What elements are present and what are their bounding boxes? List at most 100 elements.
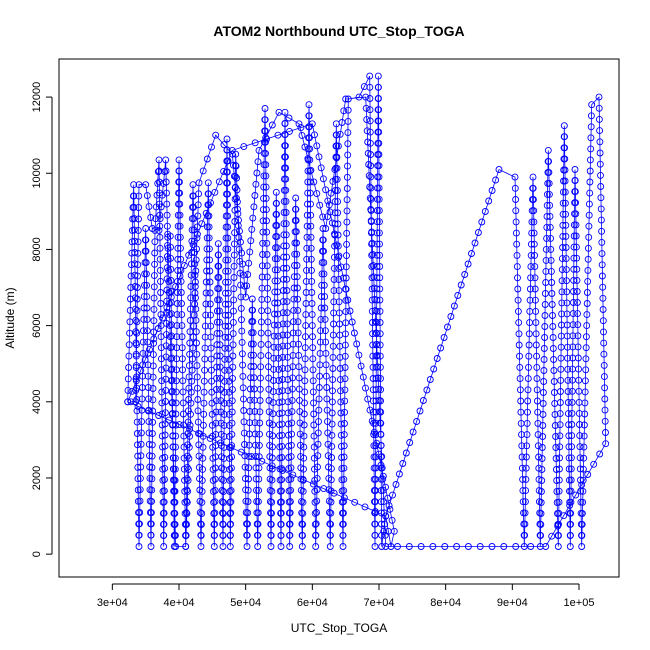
data-point <box>537 499 545 506</box>
data-point <box>144 384 152 391</box>
data-point <box>167 377 175 385</box>
data-point <box>178 322 186 330</box>
data-point <box>136 520 143 528</box>
data-point <box>161 420 169 428</box>
data-point <box>299 498 307 506</box>
data-point <box>284 387 292 395</box>
data-point <box>155 226 163 234</box>
data-point <box>372 352 380 360</box>
data-point <box>441 543 449 550</box>
data-point <box>367 217 375 225</box>
data-point <box>217 408 225 416</box>
data-point <box>304 155 312 163</box>
data-point <box>328 409 336 417</box>
data-point <box>328 398 336 406</box>
data-point <box>280 231 288 239</box>
data-point <box>195 179 203 187</box>
data-point <box>172 410 180 418</box>
data-point <box>319 175 327 183</box>
data-point <box>148 441 156 449</box>
data-point <box>351 498 359 506</box>
data-point <box>177 277 185 285</box>
data-point <box>368 263 376 270</box>
data-point <box>539 411 547 418</box>
data-point <box>184 476 192 484</box>
data-point <box>295 120 303 128</box>
data-point <box>372 397 380 405</box>
data-point <box>156 266 164 274</box>
data-point <box>372 386 380 394</box>
data-point <box>218 498 226 506</box>
data-point <box>567 520 575 528</box>
data-point <box>201 366 209 374</box>
data-point <box>300 421 308 429</box>
data-point <box>290 273 298 281</box>
data-point <box>157 311 165 319</box>
data-point <box>322 349 330 357</box>
data-point <box>221 366 229 374</box>
data-point <box>149 362 157 370</box>
data-point <box>337 263 345 271</box>
data-point <box>333 154 341 162</box>
data-point <box>160 498 168 506</box>
data-point <box>217 439 224 447</box>
data-point <box>165 289 173 296</box>
data-point <box>476 543 484 550</box>
data-point <box>176 211 184 219</box>
data-point <box>598 272 606 280</box>
data-point <box>227 444 235 451</box>
data-point <box>200 410 208 418</box>
data-point <box>530 207 538 215</box>
data-point <box>255 146 263 154</box>
data-point <box>545 179 553 187</box>
data-point <box>265 419 273 427</box>
data-point <box>181 498 189 506</box>
data-point <box>311 131 318 139</box>
y-tick-label: 4000 <box>31 390 43 414</box>
data-point <box>278 454 286 461</box>
data-point <box>282 242 290 250</box>
x-axis-label: UTC_Stop_TOGA <box>291 621 387 635</box>
data-point <box>163 189 170 197</box>
data-point <box>206 300 214 308</box>
data-point <box>279 376 286 383</box>
data-point <box>128 387 136 395</box>
data-point <box>131 249 139 256</box>
data-point <box>271 310 278 318</box>
plot-frame <box>58 58 620 578</box>
data-point <box>198 498 206 506</box>
data-point <box>283 287 291 294</box>
data-point <box>433 355 441 362</box>
data-point <box>585 233 593 241</box>
data-point <box>145 440 153 448</box>
data-point <box>371 531 379 539</box>
data-point <box>541 301 549 308</box>
data-point <box>229 363 237 371</box>
data-point <box>539 422 547 429</box>
data-point <box>179 366 187 374</box>
data-point <box>139 338 147 346</box>
data-point <box>155 156 163 164</box>
data-point <box>471 239 479 247</box>
data-point <box>373 340 381 348</box>
data-point <box>233 174 241 182</box>
data-point <box>378 543 386 550</box>
data-point <box>149 407 157 415</box>
data-point <box>539 389 547 396</box>
data-point <box>565 465 573 473</box>
data-point <box>150 335 158 343</box>
data-point <box>275 410 283 418</box>
data-point <box>240 429 248 437</box>
data-point <box>230 307 237 315</box>
data-point <box>179 377 187 385</box>
data-point <box>175 421 183 429</box>
data-point <box>395 470 403 478</box>
data-point <box>224 311 232 319</box>
data-point <box>145 418 153 426</box>
data-point <box>296 430 304 438</box>
data-point <box>188 377 196 385</box>
data-point <box>300 454 308 462</box>
data-point <box>140 315 148 323</box>
data-point <box>200 399 208 407</box>
